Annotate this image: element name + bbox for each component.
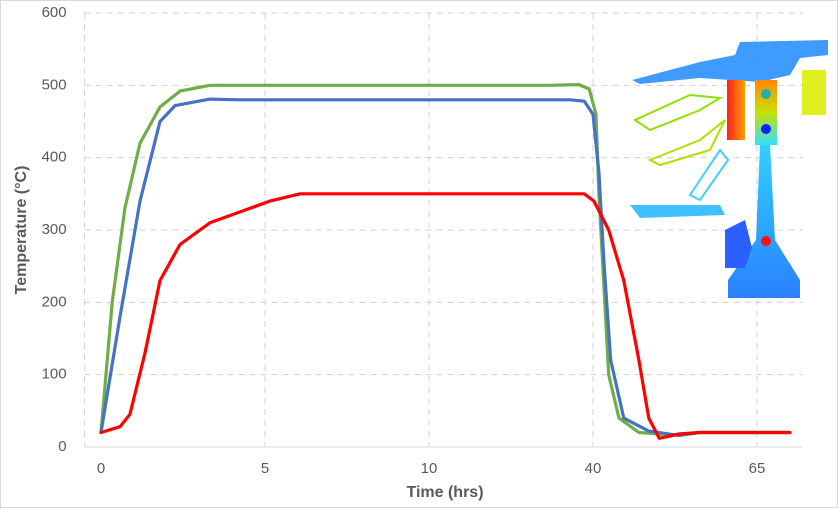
series-line xyxy=(99,83,792,437)
x-tick-label: 0 xyxy=(97,460,105,477)
series-line xyxy=(99,192,792,440)
x-tick-label: 10 xyxy=(421,460,438,477)
y-tick-label: 100 xyxy=(42,366,67,383)
x-axis-title: Time (hrs) xyxy=(406,484,483,501)
y-axis-title: Temperature (°C) xyxy=(13,166,30,295)
y-tick-label: 400 xyxy=(42,149,67,166)
x-tick-label: 40 xyxy=(585,460,602,477)
component-inset xyxy=(630,40,828,298)
y-tick-label: 200 xyxy=(42,293,67,310)
y-tick-label: 300 xyxy=(42,221,67,238)
y-tick-label: 0 xyxy=(58,438,66,455)
x-tick-label: 65 xyxy=(749,460,766,477)
x-tick-label: 5 xyxy=(261,460,269,477)
series-line xyxy=(99,97,792,437)
y-tick-label: 500 xyxy=(42,76,67,93)
y-tick-label: 600 xyxy=(42,4,67,21)
